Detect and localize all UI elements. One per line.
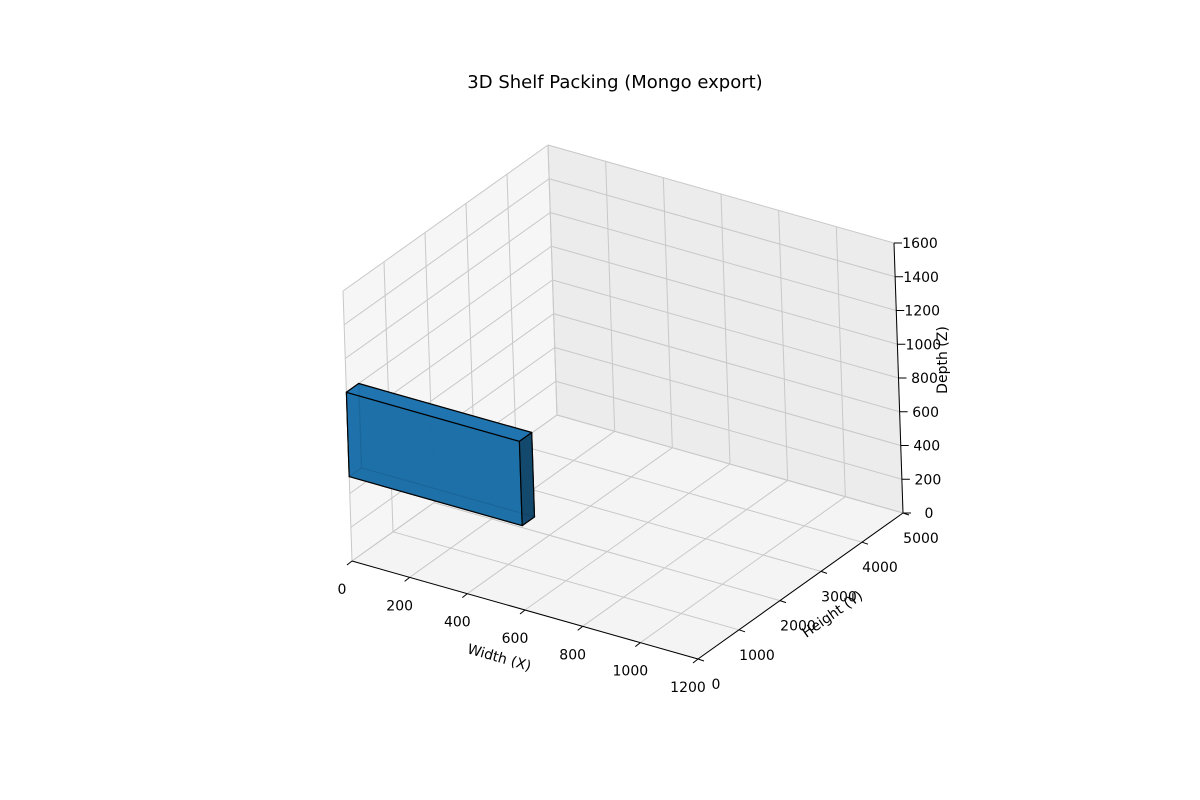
grid-line-z-back [551,245,898,345]
x-tick-label: 1200 [670,680,706,696]
boxes [345,382,536,527]
z-tick-label: 1000 [906,337,942,353]
axes [346,242,911,664]
x-tick-mark [404,576,410,582]
grid-line-z-back [552,279,899,379]
y-tick-mark [861,541,869,545]
box-face-top [345,382,533,442]
y-tick-label: 4000 [862,560,898,576]
x-tick-label: 200 [386,598,413,614]
chart-title: 3D Shelf Packing (Mongo export) [467,72,762,93]
grid-line-y-floor [392,531,740,631]
x-tick-mark [462,593,468,599]
grid-line-z-back [547,144,895,244]
box-face-right [518,431,536,527]
x-tick-mark [346,560,353,566]
grid-line-x-floor [582,479,788,627]
z-tick-label: 600 [912,405,939,421]
grid-line-z-left [342,144,549,292]
x-tick-label: 1000 [613,664,649,680]
grid-line-z-left [346,245,552,393]
x-tick-mark [519,609,526,615]
x-tick-label: 800 [559,647,586,663]
x-tick-label: 400 [444,615,471,631]
y-tick-mark [697,658,705,662]
grid-line-x-floor [467,447,673,595]
grid-line-z-back [554,347,901,446]
grid-line-z-back [555,380,903,480]
z-axis-title: Depth (Z) [935,326,951,394]
y-tick-mark [820,570,828,574]
grid-line-z-left [344,212,551,359]
z-tick-label: 400 [913,439,940,455]
y-tick-label: 0 [712,677,721,693]
y-axis-line [697,512,904,660]
y-tick-label: 5000 [903,531,939,547]
y-tick-label: 3000 [821,589,857,605]
x-tick-mark [692,658,699,664]
y-tick-mark [779,600,787,604]
z-tick-label: 1600 [902,236,938,252]
grid-line-x-floor [524,463,731,611]
x-tick-mark [635,642,641,648]
grid-line-z-left [343,178,550,326]
y-tick-mark [738,629,746,633]
x-tick-mark [577,625,583,631]
z-tick-label: 1200 [904,304,940,320]
z-tick-label: 200 [915,472,942,488]
x-tick-label: 600 [502,631,529,647]
grid-line-z-back [548,178,896,278]
grid-line-z-back [550,212,897,311]
grid-line-x-floor [640,496,846,644]
grid-line-z-back [553,313,900,413]
grid-line-y-floor [433,502,781,602]
grid-line-z-back [556,414,904,514]
grid-line-y-floor [515,443,863,543]
x-tick-label: 0 [338,582,347,598]
z-tick-label: 800 [911,371,938,387]
y-tick-label: 1000 [739,648,775,664]
y-tick-label: 2000 [780,619,816,635]
z-tick-label: 1400 [903,270,939,286]
z-tick-label: 0 [925,506,934,522]
